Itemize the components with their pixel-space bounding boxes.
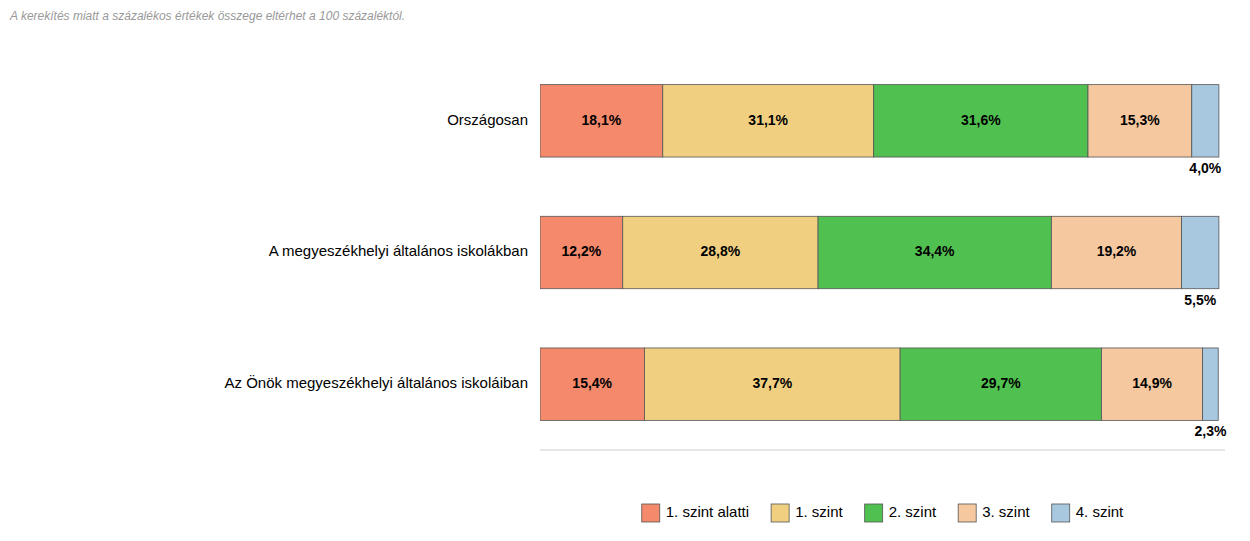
legend-entry: 1. szint xyxy=(795,503,843,520)
data-label: 5,5% xyxy=(1184,292,1216,308)
data-label: 18,1% xyxy=(582,112,622,128)
bar-segment xyxy=(1182,216,1219,288)
category-label: Az Önök megyeszékhelyi általános iskolái… xyxy=(225,374,529,391)
bar-segment xyxy=(900,348,1101,420)
legend-entry: 4. szint xyxy=(1076,503,1124,520)
data-label: 29,7% xyxy=(981,375,1021,391)
bar-segment xyxy=(540,348,644,420)
legend-swatch xyxy=(771,504,789,522)
data-label: 12,2% xyxy=(562,243,602,259)
bar-segment xyxy=(874,85,1088,157)
bar-segment xyxy=(540,216,623,288)
data-label: 15,3% xyxy=(1120,112,1160,128)
data-label: 31,6% xyxy=(961,112,1001,128)
data-label: 15,4% xyxy=(572,375,612,391)
data-label: 37,7% xyxy=(752,375,792,391)
legend-swatch xyxy=(1052,504,1070,522)
legend-entry: 1. szint alatti xyxy=(666,503,749,520)
data-label: 19,2% xyxy=(1097,243,1137,259)
data-label: 2,3% xyxy=(1194,423,1226,439)
category-label: Országosan xyxy=(447,111,528,128)
legend-swatch xyxy=(865,504,883,522)
bars xyxy=(540,85,1219,421)
chart: A kerekítés miatt a százalékos értékek ö… xyxy=(0,0,1250,541)
bar-segment xyxy=(1192,85,1219,157)
bar-segment xyxy=(1088,85,1192,157)
note: A kerekítés miatt a százalékos értékek ö… xyxy=(9,9,405,23)
bar-segment xyxy=(1051,216,1181,288)
category-label: A megyeszékhelyi általános iskolákban xyxy=(269,242,528,259)
legend-swatch xyxy=(642,504,660,522)
bar-segment xyxy=(540,85,663,157)
data-label: 31,1% xyxy=(748,112,788,128)
legend-swatch xyxy=(958,504,976,522)
legend-entry: 2. szint xyxy=(889,503,937,520)
data-label: 28,8% xyxy=(701,243,741,259)
bar-segment xyxy=(623,216,818,288)
x-axis-line xyxy=(540,450,1225,451)
bar-segment xyxy=(1203,348,1219,420)
data-label: 34,4% xyxy=(915,243,955,259)
legend-entry: 3. szint xyxy=(982,503,1030,520)
bar-segment xyxy=(644,348,900,420)
bar-segment xyxy=(663,85,874,157)
legend: 1. szint alatti 1. szint 2. szint 3. szint 4… xyxy=(642,503,1124,522)
bar-segment xyxy=(1102,348,1203,420)
data-labels: 18,1% 31,1% 31,6% 15,3% 4,0% 12,2% 28,8% 34,4% 1… xyxy=(562,112,1227,440)
bar-segment xyxy=(818,216,1051,288)
data-label: 4,0% xyxy=(1189,160,1221,176)
data-label: 14,9% xyxy=(1132,375,1172,391)
